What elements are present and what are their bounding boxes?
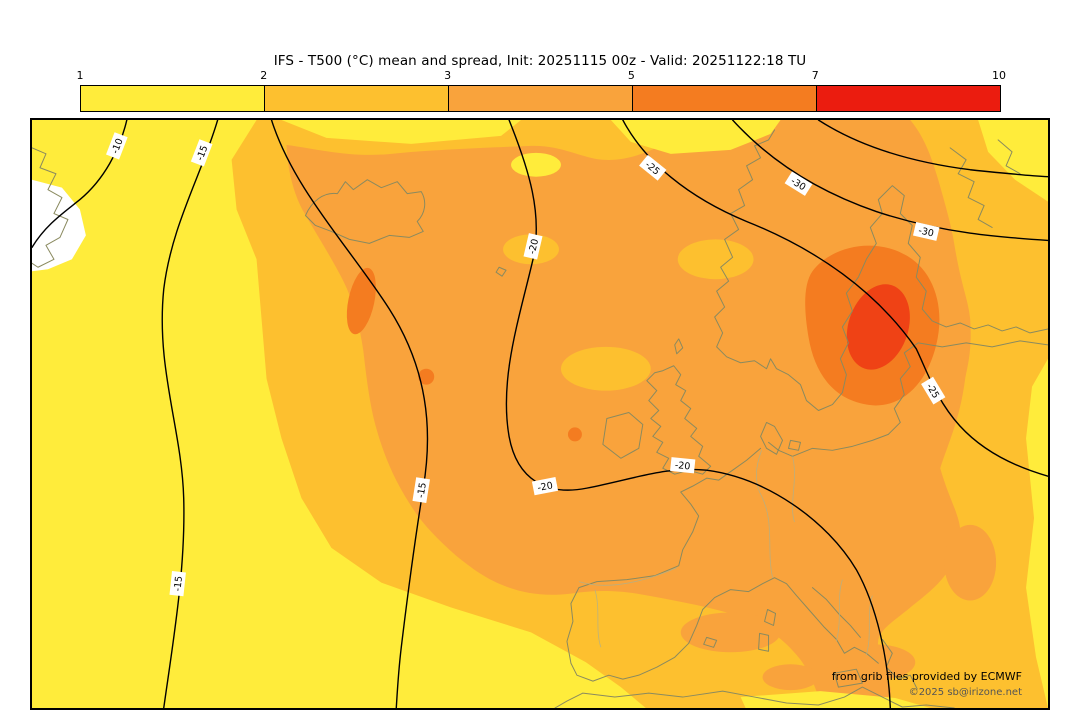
contour-line-minus-20	[505, 120, 892, 708]
chart-title: IFS - T500 (°C) mean and spread, Init: 2…	[273, 53, 807, 69]
spread-patch-3-5	[835, 644, 916, 681]
coastline-north-africa	[554, 686, 955, 708]
colorbar-segment-1	[81, 86, 265, 111]
colorbar-segment-5	[817, 86, 1000, 111]
contour-label: -20	[523, 233, 543, 260]
contour-label: -15	[169, 571, 186, 597]
border-lines	[578, 450, 873, 656]
colorbar-segment-2	[265, 86, 449, 111]
spread-region-1-2-topstrip2	[610, 120, 781, 154]
contour-line-minus-15-central	[270, 120, 429, 708]
colorbar	[80, 85, 1001, 112]
spread-spot-5-7	[418, 368, 435, 385]
coastline-sicily	[833, 668, 863, 688]
colorbar-tick: 7	[811, 69, 819, 82]
spread-blob-norwegian-sea	[346, 267, 376, 335]
coastline-greenland	[32, 147, 69, 268]
spread-regions-3-5	[286, 120, 997, 708]
colorbar-segment-3	[449, 86, 633, 111]
spread-core-7-10	[846, 284, 910, 370]
contour-label: -10	[106, 132, 128, 160]
coastline-ireland	[602, 412, 644, 459]
svg-text:-20: -20	[527, 238, 541, 256]
contour-label: -15	[412, 477, 431, 503]
coastline-faroe-islands	[495, 266, 507, 277]
coastline-shetland	[674, 338, 684, 355]
credits: from grib files provided by ECMWF ©2025 …	[831, 669, 1022, 698]
spread-spot-5-7	[567, 427, 582, 442]
colorbar-tick: 1	[76, 69, 84, 82]
spread-region-1-2-west	[32, 120, 646, 708]
colorbar-tick: 10	[992, 69, 1006, 82]
spread-map: -10 -15-15-15-20-20-20-25-25-30-30	[32, 120, 1048, 708]
svg-text:-10: -10	[110, 137, 126, 155]
svg-text:-30: -30	[917, 225, 935, 239]
credits-ecmwf: from grib files provided by ECMWF	[831, 669, 1022, 683]
spread-patch-3-5	[762, 664, 819, 691]
contour-labels: -10 -15-15-15-20-20-20-25-25-30-30	[106, 132, 946, 597]
svg-text:-15: -15	[416, 482, 429, 499]
spread-patch-3-5	[944, 524, 997, 601]
country-borders	[578, 450, 873, 656]
spread-region-3-5-main	[286, 120, 971, 708]
svg-text:-15: -15	[172, 575, 185, 591]
spread-patch-3-5	[680, 612, 781, 653]
coastline-balkans-greece	[811, 587, 918, 690]
spread-region-1-2-rightstrip	[1026, 358, 1048, 708]
coastline-iceland	[304, 179, 426, 244]
contour-line-minus-15-west	[161, 120, 219, 708]
spread-region-below-1	[32, 179, 86, 272]
coastline-kola-white-sea	[949, 139, 1021, 228]
colorbar-ticks: 1 2 3 5 7 10	[76, 69, 1007, 83]
svg-text:-20: -20	[674, 460, 691, 473]
coastline-scandinavia	[714, 129, 1048, 412]
contour-line-minus-25	[622, 120, 1048, 477]
contour-line-minus-30	[731, 120, 1048, 242]
spread-pocket-2-3	[677, 239, 754, 280]
coastline-continental-europe	[566, 447, 879, 682]
map-frame: -10 -15 -15 -15 -20 -20 -20 -25 -25 -30 -30 from g…	[30, 118, 1050, 710]
contour-label: -20	[531, 477, 559, 496]
colorbar-tick: 2	[260, 69, 268, 82]
contour-label: -20	[670, 457, 696, 474]
colorbar-segment-4	[633, 86, 817, 111]
svg-text:-15: -15	[195, 144, 211, 162]
contour-label: -15	[190, 139, 213, 167]
colorbar-tick: 5	[627, 69, 635, 82]
contour-line-inner-northeast	[817, 120, 1048, 178]
coastline-corsica-sardinia-balearics	[703, 609, 777, 652]
spread-region-1-2-topright	[978, 120, 1048, 202]
credits-copyright: ©2025 sb@irizone.net	[908, 687, 1022, 698]
spread-region-1-2-topstrip	[281, 120, 522, 144]
contour-label: -30	[912, 221, 940, 241]
svg-text:-20: -20	[537, 480, 554, 494]
coastline-baltic-south	[768, 340, 1048, 457]
coastlines	[32, 129, 1048, 708]
spread-pocket-1-2	[511, 152, 561, 177]
coastline-denmark	[760, 421, 801, 455]
contour-lines	[32, 120, 1048, 708]
spread-pocket-2-3	[560, 346, 651, 391]
colorbar-tick: 3	[444, 69, 452, 82]
